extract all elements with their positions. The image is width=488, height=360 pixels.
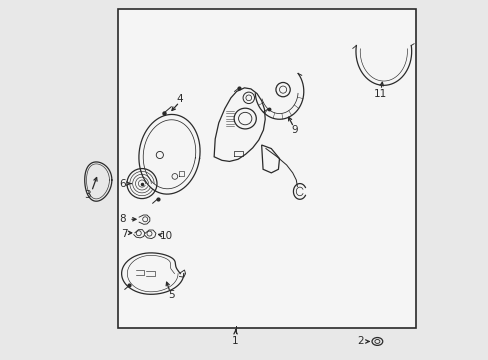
Text: 2: 2 <box>357 337 363 346</box>
Text: 8: 8 <box>120 214 126 224</box>
FancyBboxPatch shape <box>118 9 415 328</box>
Text: 4: 4 <box>177 94 183 104</box>
Text: 9: 9 <box>290 125 297 135</box>
Text: 1: 1 <box>232 337 239 346</box>
Text: 10: 10 <box>160 231 173 242</box>
Text: 6: 6 <box>119 179 125 189</box>
Text: 5: 5 <box>167 290 174 300</box>
Text: 11: 11 <box>373 89 386 99</box>
Text: 7: 7 <box>121 229 127 239</box>
Text: 3: 3 <box>84 190 90 200</box>
